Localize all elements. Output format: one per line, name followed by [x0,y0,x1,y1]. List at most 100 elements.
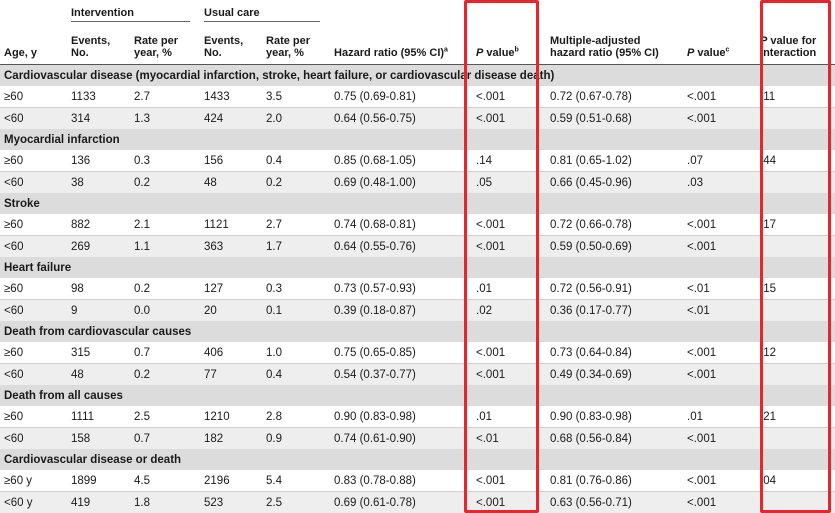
age-cell: ≥60 [4,346,24,359]
age-cell: <60 [0,363,67,385]
hazard-ratio-cell: 0.69 (0.61-0.78) [330,491,473,513]
intervention-events-cell: 882 [71,218,91,231]
intervention-events-cell: 38 [67,171,130,193]
adjusted-p-value-cell: <.001 [687,218,717,231]
usual-care-rate-cell: 2.5 [262,491,331,513]
hazard-ratio-cell: 0.69 (0.48-1.00) [330,171,473,193]
section-header-row: Stroke [0,193,835,214]
usual-care-rate-cell: 3.5 [266,90,283,103]
p-value-cell: <.001 [472,363,547,385]
usual-care-events-cell: 1210 [204,410,230,423]
p-interaction-cell: .15 [760,282,777,295]
adjusted-p-value-cell: <.01 [687,282,710,295]
p-interaction-cell [756,491,835,513]
age-cell: <60 y [0,491,67,513]
intervention-events-cell: 1899 [71,474,97,487]
usual-care-rate-cell: 5.4 [266,474,283,487]
usual-care-events-cell: 48 [200,171,263,193]
usual-care-group-header: Usual care [200,0,330,24]
p-interaction-cell [756,299,835,321]
table-row: <60 38 0.2 48 0.2 0.69 (0.48-1.00) .05 0.66 (0.… [0,171,835,193]
table-header: Intervention Usual care Age, y Events, No… [0,0,835,65]
section-title: Cardiovascular disease or death [0,449,835,470]
p-value-cell: .02 [472,299,547,321]
intervention-events-cell: 1133 [71,90,96,103]
p-interaction-cell [756,427,835,449]
usual-care-events-cell: 182 [200,427,263,449]
intervention-rate-cell: 4.5 [134,474,150,487]
usual-care-events-cell: 424 [200,107,263,129]
table-row: ≥60 136 0.3 156 0.4 0.85 (0.68-1.05) .14 0.81 (… [0,150,835,172]
age-cell: ≥60 [4,218,24,231]
adjusted-p-value-cell: <.01 [683,299,757,321]
p-interaction-cell: .12 [760,346,777,359]
usual-care-events-cell: 20 [200,299,263,321]
age-cell: ≥60 [4,282,24,295]
usual-care-rate-header: Rate per year, % [262,24,331,65]
intervention-rate-cell: 1.8 [130,491,201,513]
usual-care-events-cell: 363 [200,235,263,257]
p-value-cell: <.001 [472,107,547,129]
hazard-ratio-cell: 0.83 (0.78-0.88) [334,474,416,487]
intervention-rate-cell: 0.0 [130,299,201,321]
table-row: ≥60 882 2.1 1121 2.7 0.74 (0.68-0.81) <.001 0.7… [0,214,835,236]
section-header-row: Cardiovascular disease or death [0,449,835,470]
adjusted-hazard-ratio-cell: 0.59 (0.51-0.68) [546,107,684,129]
intervention-events-cell: 48 [67,363,130,385]
adjusted-hazard-ratio-cell: 0.66 (0.45-0.96) [546,171,684,193]
adjusted-hazard-ratio-header: Multiple-adjusted hazard ratio (95% CI) [546,24,684,65]
hazard-ratio-cell: 0.75 (0.69-0.81) [334,90,416,103]
table-row: ≥60 98 0.2 127 0.3 0.73 (0.57-0.93) .01 0.72 (0… [0,278,835,300]
section-title: Death from all causes [0,385,835,406]
intervention-rate-cell: 1.3 [130,107,201,129]
p-value-cell: .01 [476,410,493,423]
adjusted-p-value-cell: <.001 [687,90,717,103]
intervention-rate-cell: 1.1 [130,235,201,257]
adjusted-hazard-ratio-cell: 0.63 (0.56-0.71) [546,491,684,513]
section-header-row: Myocardial infarction [0,129,835,150]
usual-care-rate-cell: 0.2 [262,171,331,193]
intervention-rate-cell: 0.7 [134,346,150,359]
hazard-ratio-cell: 0.74 (0.68-0.81) [334,218,416,231]
usual-care-rate-cell: 1.0 [266,346,283,359]
section-title: Stroke [0,193,835,214]
age-cell: <60 [0,299,67,321]
section-header-row: Death from cardiovascular causes [0,321,835,342]
table-row: ≥60 y 1899 4.5 2196 5.4 0.83 (0.78-0.88) <.001… [0,470,835,492]
table-row: ≥60 1111 2.5 1210 2.8 0.90 (0.83-0.98) .01 0.90… [0,406,835,428]
adjusted-p-value-cell: <.001 [683,107,757,129]
p-value-cell: <.001 [476,90,506,103]
usual-care-events-cell: 156 [204,154,224,167]
section-title: Cardiovascular disease (myocardial infar… [0,64,835,86]
usual-care-rate-cell: 1.7 [262,235,331,257]
table-row: <60 48 0.2 77 0.4 0.54 (0.37-0.77) <.001 0.49 (… [0,363,835,385]
hazard-ratio-cell: 0.39 (0.18-0.87) [330,299,473,321]
table-body: Cardiovascular disease (myocardial infar… [0,64,835,513]
p-interaction-cell: .11 [760,90,776,103]
usual-care-events-header: Events, No. [200,24,263,65]
usual-care-rate-cell: 0.1 [262,299,331,321]
usual-care-rate-cell: 0.4 [266,154,283,167]
p-value-cell: .05 [472,171,547,193]
section-title: Death from cardiovascular causes [0,321,835,342]
section-title: Myocardial infarction [0,129,835,150]
section-header-row: Death from all causes [0,385,835,406]
adjusted-hazard-ratio-cell: 0.90 (0.83-0.98) [550,410,632,423]
adjusted-p-value-cell: .01 [687,410,704,423]
p-value-cell: .01 [476,282,493,295]
usual-care-rate-cell: 2.0 [262,107,331,129]
table-row: <60 158 0.7 182 0.9 0.74 (0.61-0.90) <.01 0.68 … [0,427,835,449]
p-value-cell: <.001 [472,235,547,257]
usual-care-events-cell: 1121 [204,218,229,231]
age-cell: ≥60 [4,410,24,423]
intervention-rate-cell: 0.2 [130,363,201,385]
p-value-cell: <.001 [472,491,547,513]
hazard-ratio-cell: 0.74 (0.61-0.90) [330,427,473,449]
p-value-cell: <.001 [476,474,506,487]
section-header-row: Cardiovascular disease (myocardial infar… [0,64,835,86]
intervention-rate-cell: 0.7 [130,427,201,449]
p-value-header: P valueb [472,24,547,65]
usual-care-events-cell: 1433 [204,90,230,103]
hazard-ratio-cell: 0.64 (0.56-0.75) [330,107,473,129]
usual-care-events-cell: 127 [204,282,224,295]
